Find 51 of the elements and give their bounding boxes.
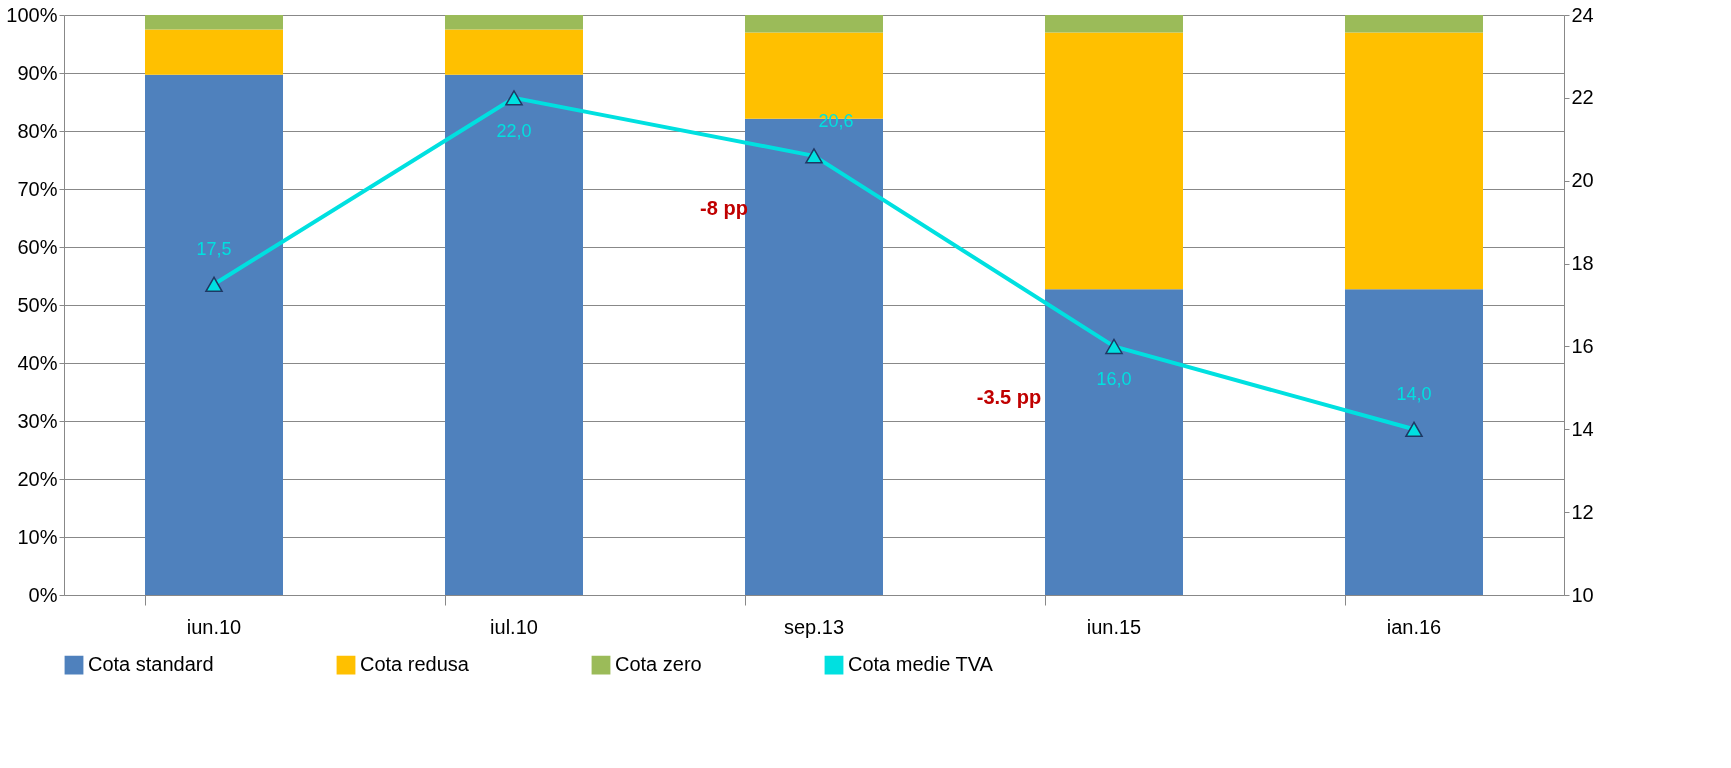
- x-tick-label: sep.13: [783, 615, 845, 638]
- bar: [745, 15, 883, 33]
- data-label: 22,0: [496, 120, 532, 141]
- y2-tick-label: 12: [1571, 500, 1594, 523]
- y2-tick-label: 10: [1571, 583, 1594, 606]
- x-tick-label: iun.15: [1086, 615, 1142, 638]
- y-tick-label: 100%: [6, 3, 58, 26]
- y-tick-label: 50%: [17, 293, 58, 316]
- y-tick-label: 60%: [17, 235, 58, 258]
- x-tick-label: iul.10: [490, 615, 538, 638]
- x-tick-label: ian.16: [1386, 615, 1442, 638]
- y-tick-label: 80%: [17, 119, 58, 142]
- legend-label: Cota medie TVA: [848, 653, 994, 676]
- data-label: 17,5: [196, 239, 232, 260]
- point: [1105, 338, 1123, 355]
- legend-label: Cota redusa: [360, 653, 470, 676]
- point: [1405, 421, 1423, 438]
- y-tick-label: 40%: [17, 351, 58, 374]
- legend-label: Cota zero: [615, 653, 702, 676]
- bar: [1045, 289, 1183, 595]
- bar: [145, 29, 283, 75]
- bar: [1045, 32, 1183, 290]
- y-tick-label: 0%: [28, 583, 58, 606]
- point: [805, 148, 823, 164]
- data-label: 16,0: [1096, 369, 1132, 390]
- bar: [145, 74, 283, 595]
- annotation: -3.5 pp: [976, 385, 1042, 408]
- y-tick-label: 70%: [17, 177, 58, 200]
- y2-tick-label: 16: [1571, 334, 1594, 357]
- point: [505, 90, 523, 106]
- bar: [1345, 15, 1483, 33]
- bar: [445, 29, 583, 75]
- y2-tick-label: 14: [1571, 417, 1594, 440]
- bar: [1345, 289, 1483, 595]
- y2-tick-label: 20: [1571, 169, 1594, 192]
- y2-tick-label: 24: [1571, 3, 1594, 26]
- bar: [445, 15, 583, 30]
- data-label: 14,0: [1396, 384, 1432, 405]
- y-tick-label: 90%: [17, 61, 58, 84]
- y-tick-label: 20%: [17, 467, 58, 490]
- bar: [1045, 15, 1183, 33]
- y-tick-label: 10%: [17, 525, 58, 548]
- y2-tick-label: 18: [1571, 252, 1594, 275]
- bar: [445, 74, 583, 595]
- bar: [1345, 32, 1483, 290]
- y-tick-label: 30%: [17, 409, 58, 432]
- bar: [145, 15, 283, 30]
- legend-label: Cota standard: [88, 653, 214, 676]
- point: [205, 276, 223, 293]
- y2-tick-label: 22: [1571, 86, 1594, 109]
- x-tick-label: iun.10: [186, 615, 242, 638]
